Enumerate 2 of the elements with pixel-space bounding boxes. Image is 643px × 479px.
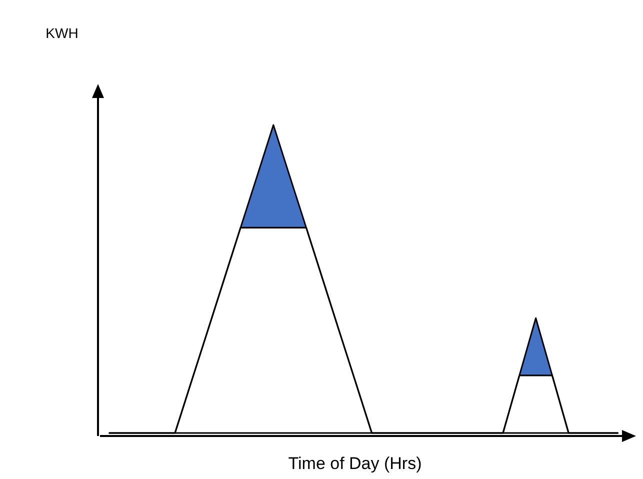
text: KWH (46, 25, 78, 41)
x-axis-title: Time of Day (Hrs) (288, 454, 422, 473)
